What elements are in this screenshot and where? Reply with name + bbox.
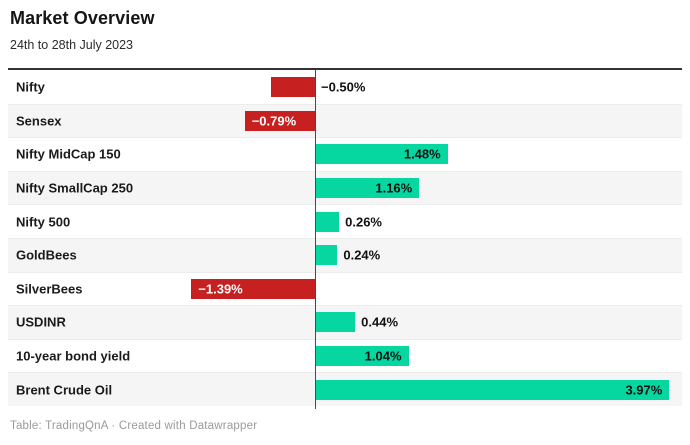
table-row: GoldBees 0.24%	[8, 237, 682, 272]
positive-bar	[316, 211, 340, 232]
category-label: GoldBees	[16, 247, 77, 263]
chart-header: Market Overview 24th to 28th July 2023	[10, 8, 155, 52]
table-row: USDINR 0.44%	[8, 305, 682, 339]
category-label: Nifty MidCap 150	[16, 146, 121, 162]
negative-bar	[191, 278, 315, 299]
category-label: Nifty 500	[16, 214, 71, 230]
positive-bar	[316, 312, 356, 333]
table-row: Nifty 500 0.26%	[8, 204, 682, 238]
category-label: SilverBees	[16, 281, 83, 297]
value-label: 0.24%	[343, 247, 381, 263]
value-label: −0.79%	[251, 113, 297, 129]
positive-bar	[316, 178, 420, 199]
table-row: Nifty −0.50%	[8, 70, 682, 104]
value-label: 1.48%	[403, 146, 441, 162]
category-label: Brent Crude Oil	[16, 382, 113, 398]
negative-bar	[244, 110, 315, 131]
table-row: SilverBees −1.39%	[8, 271, 682, 306]
value-label: 0.44%	[361, 314, 399, 330]
negative-bar	[270, 76, 315, 97]
value-label: 1.04%	[364, 348, 402, 364]
value-label: −1.39%	[198, 281, 243, 297]
table-row: Sensex −0.79%	[8, 103, 682, 138]
value-label: 0.26%	[345, 214, 382, 230]
positive-bar	[316, 245, 338, 266]
category-label: Nifty SmallCap 250	[16, 180, 134, 196]
chart-rows: Nifty −0.50% Sensex −0.79% Nifty MidCap 150 1…	[8, 70, 682, 406]
bar-chart: Nifty −0.50% Sensex −0.79% Nifty MidCap 150 1…	[8, 68, 682, 409]
table-row: Brent Crude Oil 3.97%	[8, 372, 682, 406]
table-row: 10-year bond yield 1.04%	[8, 338, 682, 373]
chart-subtitle: 24th to 28th July 2023	[10, 38, 134, 52]
positive-bar	[316, 144, 448, 165]
value-label: 1.16%	[375, 180, 413, 196]
category-label: USDINR	[16, 314, 66, 330]
category-label: Nifty	[16, 79, 45, 95]
positive-bar	[316, 346, 409, 367]
zero-baseline	[315, 70, 316, 409]
category-label: 10-year bond yield	[16, 348, 131, 364]
attribution: Table: TradingQnA · Created with Datawra…	[10, 420, 258, 432]
value-label: −0.50%	[321, 79, 366, 95]
value-label: 3.97%	[625, 382, 663, 398]
chart-title: Market Overview	[10, 8, 155, 28]
table-row: Nifty MidCap 150 1.48%	[8, 137, 682, 171]
positive-bar	[316, 379, 670, 400]
category-label: Sensex	[16, 113, 62, 129]
table-row: Nifty SmallCap 250 1.16%	[8, 170, 682, 205]
